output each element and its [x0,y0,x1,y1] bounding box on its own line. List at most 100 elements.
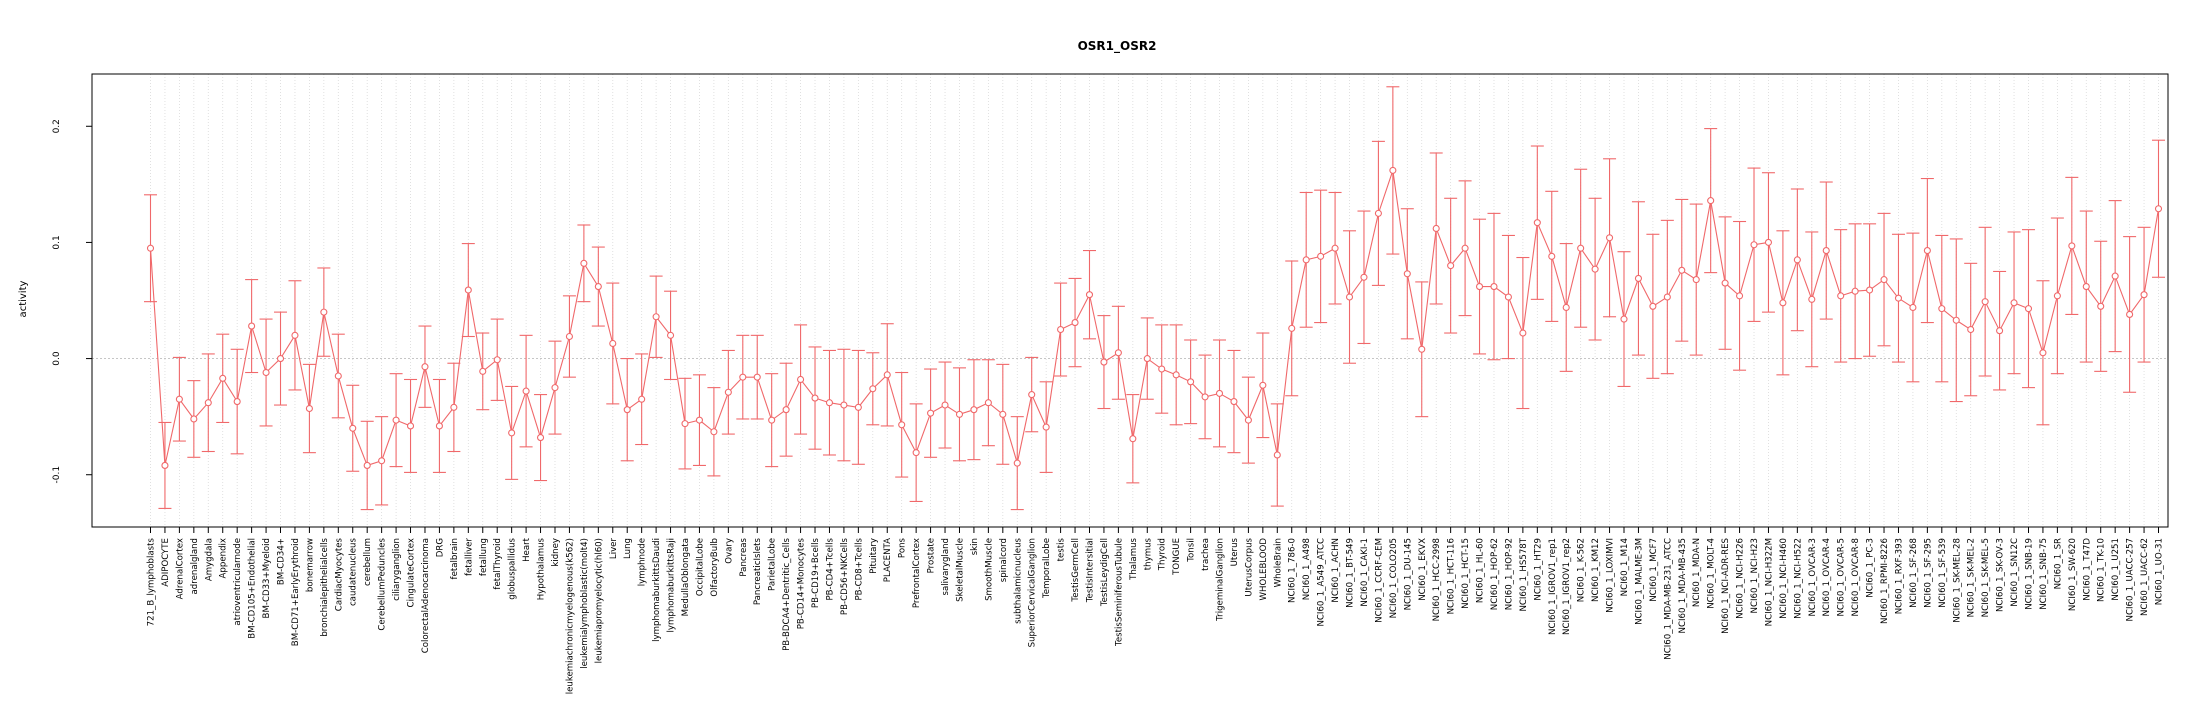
data-point [1273,451,1281,459]
data-point [378,457,386,465]
x-tick-label: NCI60_1_DU-145 [1403,538,1413,610]
x-tick-label: NCI60_1_HCC-2998 [1432,538,1442,621]
data-point [1678,266,1686,274]
data-point [421,363,429,371]
x-tick-label: NCI60_1_IGROV1_rep2 [1562,538,1572,635]
data-point [927,409,935,417]
x-tick-label: 721_B_lymphoblasts [147,537,157,626]
x-tick-label: atrioventricularnode [233,538,243,626]
data-point [739,373,747,381]
data-point [609,339,617,348]
x-tick-label: NCI60_1_SF-539 [1938,538,1948,608]
data-point [204,399,212,407]
data-point [1923,247,1931,255]
y-tick-label: 0.1 [52,235,62,249]
data-point [1707,197,1715,205]
data-point [190,415,198,423]
x-tick-label: NCI60_1_OVCAR-3 [1808,538,1818,617]
data-point [1938,305,1946,313]
x-tick-label: NCI60_1_NCI-H460 [1779,538,1789,619]
x-tick-label: NCI60_1_NCI-H226 [1736,538,1746,619]
data-point [1201,393,1209,401]
x-tick-label: BM-CD34+ [277,538,287,585]
data-point [1259,381,1267,389]
x-tick-label: PB-BDCA4+Dentritic_Cells [782,537,792,650]
series-layer [144,86,2165,511]
data-point [898,421,906,429]
data-point [2154,205,2163,213]
x-tick-label: NCI60_1_OVCAR-8 [1851,538,1861,617]
x-tick-label: testis [1057,537,1067,561]
data-point [811,394,819,402]
x-tick-label: Appendix [219,538,229,578]
x-tick-label: NCI60_1_SW-620 [2068,538,2078,611]
data-point [392,416,400,424]
x-tick-label: SuperiorCervicalGanglion [1028,538,1038,647]
series-line [149,170,2160,467]
data-point [2010,299,2018,307]
chart-title: OSR1_OSR2 [1078,39,1157,54]
x-tick-label: NCI60_1_MDA-MB-435 [1678,538,1688,633]
data-point [146,244,155,252]
x-tick-label: TemporalLobe [1042,538,1052,599]
data-point [1981,298,1989,306]
x-tick-label: BM-CD33+Myeloid [262,538,272,618]
data-point [1071,319,1079,327]
data-point [363,461,371,469]
x-tick-label: PB-CD56+NKCells [840,537,850,615]
x-tick-label: NCI60_1_A549_ATCC [1317,538,1327,627]
data-point [1649,302,1657,310]
data-point [1288,324,1296,332]
x-tick-label: fetalThyroid [493,538,503,590]
y-tick-label: -0.1 [52,466,62,484]
x-tick-label: NCI60_1_M14 [1620,538,1630,596]
data-point [1158,365,1166,373]
plot-frame [91,73,2169,528]
data-point [1504,293,1512,301]
data-point [1028,391,1036,399]
data-point [825,399,834,407]
data-point [175,395,183,403]
data-point [1215,389,1224,397]
data-point [1042,423,1050,431]
x-tick-label: Thyroid [1158,538,1168,571]
x-tick-label: CerebellumPeduncles [378,537,388,630]
data-point [2126,310,2134,318]
x-tick-label: fetallung [479,538,489,576]
x-tick-label: NCI60_1_SF-268 [1909,538,1919,608]
x-tick-label: Pancreas [739,537,749,576]
data-point [1736,292,1744,300]
x-tick-label: ciliaryganglion [392,538,402,601]
x-tick-label: bronchialepithelialcells [320,537,330,636]
data-point [1345,293,1354,301]
x-tick-label: Heart [522,537,532,562]
data-point [1909,303,1917,312]
data-point [1114,349,1122,357]
x-tick-label: Tonsil [1187,538,1197,563]
data-point [1606,234,1614,242]
data-point [2053,292,2061,300]
x-tick-label: NCI60_1_SK-OV-3 [1996,538,2006,612]
data-point [681,420,689,428]
x-tick-label: NCI60_1_K-562 [1577,538,1587,602]
x-tick-label: NCI60_1_COLO205 [1389,538,1399,618]
data-point [1837,292,1845,300]
x-tick-label: NCI60_1_CCRF-CEM [1374,538,1384,623]
data-point [493,356,501,364]
data-point [667,331,675,339]
data-point [1793,256,1801,264]
x-tick-label: NCI60_1_BT-549 [1346,538,1356,608]
x-tick-label: NCI60_1_NCI-H23 [1750,538,1760,613]
x-tick-label: kidney [551,538,561,567]
x-tick-label: thymus [1143,537,1153,570]
x-tick-label: PancreaticIslets [753,537,763,605]
x-tick-label: NCI60_1_OVCAR-4 [1822,538,1832,617]
x-tick-label: Ovary [724,538,734,564]
data-point [1808,295,1816,303]
x-tick-label: NCI60_1_MDA-MB-231_ATCC [1663,538,1673,660]
x-tick-label: Uterus [1230,537,1240,566]
data-point [1230,398,1238,406]
data-point [1779,299,1787,307]
data-point [1057,325,1065,334]
